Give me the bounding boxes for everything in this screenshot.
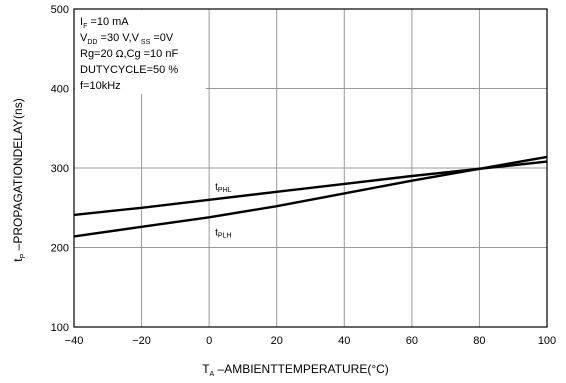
x-tick-label: 80 xyxy=(473,335,485,347)
plot-frame xyxy=(73,8,548,328)
condition-line: IF =10 mA xyxy=(80,16,129,30)
y-tick-label: 500 xyxy=(51,4,69,16)
y-tick-label: 300 xyxy=(51,163,69,175)
x-tick-label: 60 xyxy=(406,335,418,347)
x-tick-label: 0 xyxy=(206,335,212,347)
y-tick-label: 200 xyxy=(51,243,69,255)
condition-line: Rg=20 Ω,Cg =10 nF xyxy=(80,48,178,60)
series-line-plh xyxy=(73,155,548,238)
conditions-box xyxy=(75,10,206,94)
condition-line: DUTYCYCLE=50 % xyxy=(80,64,178,76)
x-tick-label: 100 xyxy=(538,335,556,347)
tick-labels: −40 −20 0 20 40 60 80 100 100 200 300 400 500 xyxy=(51,4,557,347)
y-axis-label: tP –PROPAGATIONDELAY(ns) xyxy=(11,98,27,261)
x-tick-label: 20 xyxy=(271,335,283,347)
series-label-phl: tPHL xyxy=(215,182,232,194)
condition-line: f=10kHz xyxy=(80,80,121,92)
x-axis-label: TA –AMBIENTTEMPERATURE(°C) xyxy=(202,362,389,378)
x-tick-label: −40 xyxy=(65,335,84,347)
series-group: tPHL tPLH xyxy=(73,155,548,239)
conditions-text: IF =10 mA VDD =30 V,V SS =0V Rg=20 Ω,Cg =1… xyxy=(80,16,178,92)
y-tick-label: 100 xyxy=(51,322,69,334)
y-tick-label: 400 xyxy=(51,84,69,96)
x-tick-label: 40 xyxy=(338,335,350,347)
x-tick-label: −20 xyxy=(132,335,151,347)
condition-line: VDD =30 V,V SS =0V xyxy=(80,32,174,46)
series-label-plh: tPLH xyxy=(215,227,231,239)
